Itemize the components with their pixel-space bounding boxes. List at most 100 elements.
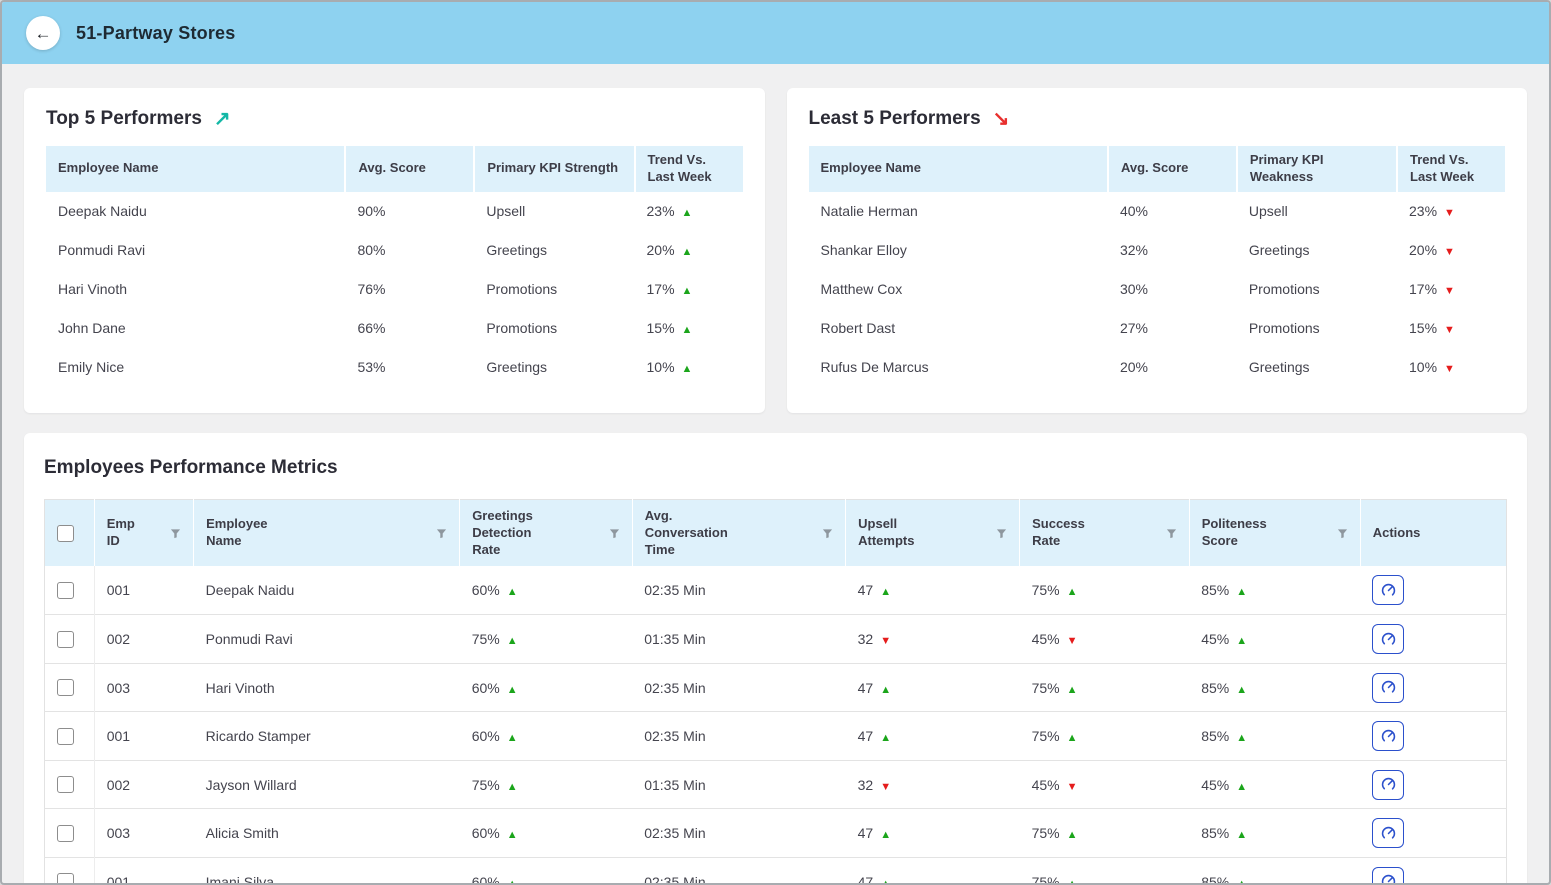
emp-id: 001 [106,728,131,745]
table-row: 003 Hari Vinoth 60% 02:35 Min 47 75% 85% [44,663,1507,712]
greetings-rate: 60% [471,582,500,599]
page-title: 51-Partway Stores [76,22,236,43]
employee-name: Robert Dast [820,320,896,337]
column-header-emp-id: Emp ID [94,499,195,567]
performance-gauge-button[interactable] [1372,866,1405,883]
column-header-trend: Trend Vs. Last Week [1397,146,1505,192]
performance-gauge-button[interactable] [1372,575,1405,606]
row-checkbox[interactable] [57,776,74,794]
gauge-icon [1381,632,1395,646]
top-performers-title: Top 5 Performers [46,108,202,129]
row-checkbox[interactable] [57,581,74,599]
greetings-rate-cell: 75% [460,615,633,664]
select-cell [44,857,95,883]
select-all-checkbox[interactable] [57,524,74,542]
primary-kpi: Upsell [486,203,526,220]
trend-direction-icon [1067,830,1078,841]
trend-value: 10% [646,359,675,376]
actions-cell [1360,566,1506,615]
column-label: Upsell Attempts [858,516,915,549]
employee-name: Imani Silva [205,873,275,885]
filter-icon[interactable] [1166,528,1177,539]
trend-direction-icon [880,587,891,598]
trend-direction-icon [880,733,891,744]
performance-gauge-button[interactable] [1372,769,1405,800]
employee-name: Matthew Cox [820,281,903,298]
row-checkbox[interactable] [57,873,74,883]
gauge-icon [1381,777,1395,792]
filter-icon[interactable] [170,528,181,539]
topbar: ← 51-Partway Stores [2,2,1549,64]
trend-direction-icon [880,636,891,647]
upsell-attempts: 32 [857,631,874,648]
greetings-rate: 75% [471,776,500,793]
trend-cell: 10% [1397,348,1505,387]
employee-name: Hari Vinoth [58,281,128,298]
filter-icon[interactable] [1337,528,1348,539]
employee-name: Rufus De Marcus [820,359,929,376]
actions-cell [1360,712,1506,761]
avg-score: 40% [1119,203,1149,220]
card-title-row: Least 5 Performers ↘ [809,108,1506,130]
employee-name: Shankar Elloy [820,242,907,259]
trend-cell: 23% [635,192,743,231]
success-rate: 45% [1031,631,1060,648]
gauge-icon [1381,826,1395,840]
trend-direction-icon [1236,636,1247,647]
trend-direction-icon [1444,208,1455,219]
table-row: Shankar Elloy 32% Greetings 20% [809,231,1506,270]
actions-cell [1360,809,1506,858]
trend-direction-icon [1067,685,1078,696]
least-performers-card: Least 5 Performers ↘ Employee Name Avg. … [786,88,1527,413]
success-rate: 45% [1031,776,1060,793]
trend-direction-icon [1067,587,1078,598]
trend-direction-icon [1444,325,1455,336]
row-checkbox[interactable] [57,679,74,697]
table-header-row: Employee Name Avg. Score Primary KPI Wea… [808,146,1505,192]
trend-direction-icon [507,685,518,696]
employee-name: Ponmudi Ravi [58,242,146,259]
filter-icon[interactable] [436,528,447,539]
table-row: Hari Vinoth 76% Promotions 17% [46,270,743,309]
greetings-rate: 60% [471,873,500,885]
select-cell [44,614,95,664]
filter-icon[interactable] [822,528,833,539]
trend-direction-icon [1067,879,1078,883]
filter-icon[interactable] [996,528,1007,539]
trend-value: 20% [1409,242,1438,259]
greetings-rate-cell: 60% [460,712,633,761]
column-header-kpi-strength: Primary KPI Strength [474,146,636,192]
performance-gauge-button[interactable] [1372,672,1405,703]
card-title-row: Top 5 Performers ↗ [46,108,743,130]
greetings-rate-cell: 75% [460,760,633,809]
select-cell [44,566,95,615]
conversation-time: 02:35 Min [644,728,706,745]
performance-gauge-button[interactable] [1372,818,1405,849]
employee-name: Ponmudi Ravi [205,631,293,648]
table-row: Robert Dast 27% Promotions 15% [809,309,1506,348]
trend-direction-icon [682,247,693,258]
success-rate-cell: 75% [1020,566,1190,615]
back-button[interactable]: ← [26,16,60,50]
trend-direction-icon [880,879,891,883]
trend-value: 17% [1409,281,1438,298]
primary-kpi: Greetings [486,242,548,259]
upsell-attempts-cell: 47 [846,712,1020,761]
row-checkbox[interactable] [57,630,74,648]
success-rate-cell: 45% [1020,760,1190,809]
filter-icon[interactable] [609,528,620,539]
row-checkbox[interactable] [57,824,74,842]
success-rate: 75% [1031,728,1060,745]
row-checkbox[interactable] [57,727,74,745]
success-rate-cell: 75% [1020,809,1190,858]
performance-gauge-button[interactable] [1372,721,1405,752]
performance-gauge-button[interactable] [1372,624,1405,655]
emp-id: 002 [106,776,131,793]
greetings-rate: 75% [471,631,500,648]
trend-direction-icon [682,325,693,336]
least-performers-title: Least 5 Performers [808,108,981,129]
employee-name: Ricardo Stamper [205,728,311,745]
politeness-score-cell: 45% [1189,615,1360,664]
performance-metrics-table: Emp ID Employee Name Greetings Detection… [44,498,1507,885]
select-cell [44,760,95,809]
